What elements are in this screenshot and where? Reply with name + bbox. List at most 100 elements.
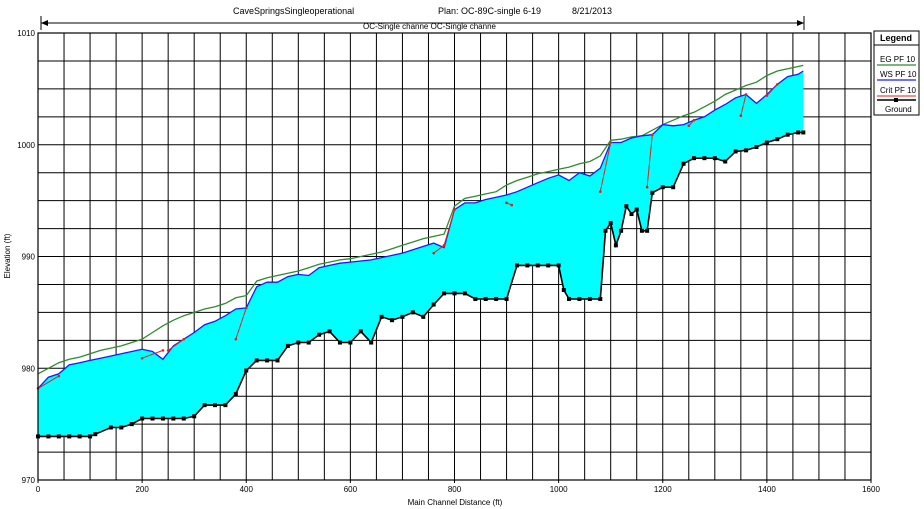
energy-grade-line (37, 64, 804, 375)
crit-marker (161, 349, 165, 352)
water-surface-fill (38, 71, 804, 437)
ground-marker (77, 434, 82, 439)
reach-arrow-left-head (41, 20, 48, 26)
crit-segment (599, 142, 612, 192)
ground-marker (213, 403, 218, 408)
ground-marker (634, 207, 639, 212)
legend-ground-marker (894, 98, 898, 102)
crit-marker (775, 83, 779, 86)
ground-marker (744, 148, 749, 153)
ground-marker (317, 332, 322, 337)
ground-marker (140, 416, 145, 421)
ground-marker (681, 161, 686, 166)
crit-marker (140, 356, 144, 360)
crit-segment (766, 84, 778, 96)
crit-segment (37, 375, 60, 389)
x-tick-label: 400 (240, 485, 254, 494)
ground-marker (671, 185, 676, 190)
legend-label-ground: Ground (885, 105, 912, 114)
crit-segment (646, 134, 653, 188)
ground-marker (483, 296, 488, 301)
ground-marker (108, 425, 113, 430)
crit-marker (687, 124, 691, 128)
y-tick-label: 1010 (17, 29, 35, 38)
ground-marker (639, 228, 644, 233)
ground-marker (88, 434, 93, 439)
ground-marker (712, 156, 717, 161)
ground-marker (650, 190, 655, 195)
ground-marker (160, 416, 165, 421)
x-tick-label: 1200 (654, 485, 672, 494)
ground-marker (431, 302, 436, 307)
ground-marker (561, 288, 566, 293)
ground-marker (327, 329, 332, 334)
ground-marker (192, 414, 197, 419)
ground-marker (306, 340, 311, 345)
y-tick-label: 1000 (17, 141, 35, 150)
ground-marker (275, 358, 280, 363)
ground-marker (254, 358, 259, 363)
ground-marker (587, 296, 592, 301)
crit-marker (182, 337, 186, 341)
x-axis-ticks: 0 200 400 600 800 1000 1200 1400 1600 (36, 480, 880, 494)
ground-marker (473, 296, 478, 301)
ground-marker (410, 310, 415, 315)
crit-marker (645, 185, 649, 189)
reach-label: OC-Single channe OC-Single channe (363, 22, 497, 31)
ground-marker (129, 422, 134, 427)
ground-marker (525, 263, 530, 268)
crit-marker (598, 190, 602, 193)
ground-marker (577, 296, 582, 301)
ground-marker (546, 263, 551, 268)
ground-marker (358, 329, 363, 334)
plot-area (36, 32, 872, 481)
ground-marker (348, 340, 353, 345)
x-axis-label: Main Channel Distance (ft) (408, 498, 503, 507)
ground-marker (613, 243, 618, 248)
water-surface-line (37, 70, 804, 389)
legend: Legend EG PF 10 WS PF 10 Crit PF 10 Grou… (873, 30, 920, 116)
legend-label-crit: Crit PF 10 (880, 86, 917, 95)
y-tick-label: 980 (22, 364, 36, 373)
ground-marker (67, 434, 72, 439)
crit-marker (739, 114, 743, 117)
crit-segment (443, 209, 455, 246)
y-axis-label: Elevation (ft) (3, 233, 12, 278)
ground-marker (390, 318, 395, 323)
x-tick-label: 600 (344, 485, 358, 494)
ground-marker (223, 403, 228, 408)
ground-marker (619, 228, 624, 233)
ground-marker (723, 159, 728, 164)
ground-marker (603, 228, 608, 233)
x-tick-label: 0 (36, 485, 41, 494)
ground-marker (150, 416, 155, 421)
ground-marker (296, 340, 301, 345)
crit-segment (740, 94, 747, 116)
crit-marker (765, 94, 769, 97)
legend-title: Legend (880, 33, 912, 43)
ground-marker (93, 432, 98, 437)
ground-marker (702, 156, 707, 161)
ground-marker (181, 416, 186, 421)
ground-marker (691, 156, 696, 161)
crit-marker (651, 133, 654, 136)
ground-marker (556, 263, 561, 268)
crit-marker (744, 93, 748, 96)
x-tick-label: 800 (448, 485, 462, 494)
x-tick-label: 1400 (758, 485, 776, 494)
ground-marker (462, 291, 467, 296)
ground-marker (645, 228, 650, 233)
ground-marker (660, 185, 665, 190)
y-axis-ticks: 970 980 990 1000 1010 (17, 29, 35, 485)
reach-arrow-right-head (797, 20, 804, 26)
crit-marker (692, 118, 696, 122)
ground-marker (801, 130, 806, 135)
ground-marker (379, 314, 384, 319)
ground-marker (567, 296, 572, 301)
ground-marker (608, 220, 613, 225)
ground-marker (244, 368, 249, 373)
ground-marker (733, 149, 738, 154)
ground-marker (421, 314, 426, 319)
ground-marker (171, 416, 176, 421)
crit-marker (453, 208, 456, 211)
